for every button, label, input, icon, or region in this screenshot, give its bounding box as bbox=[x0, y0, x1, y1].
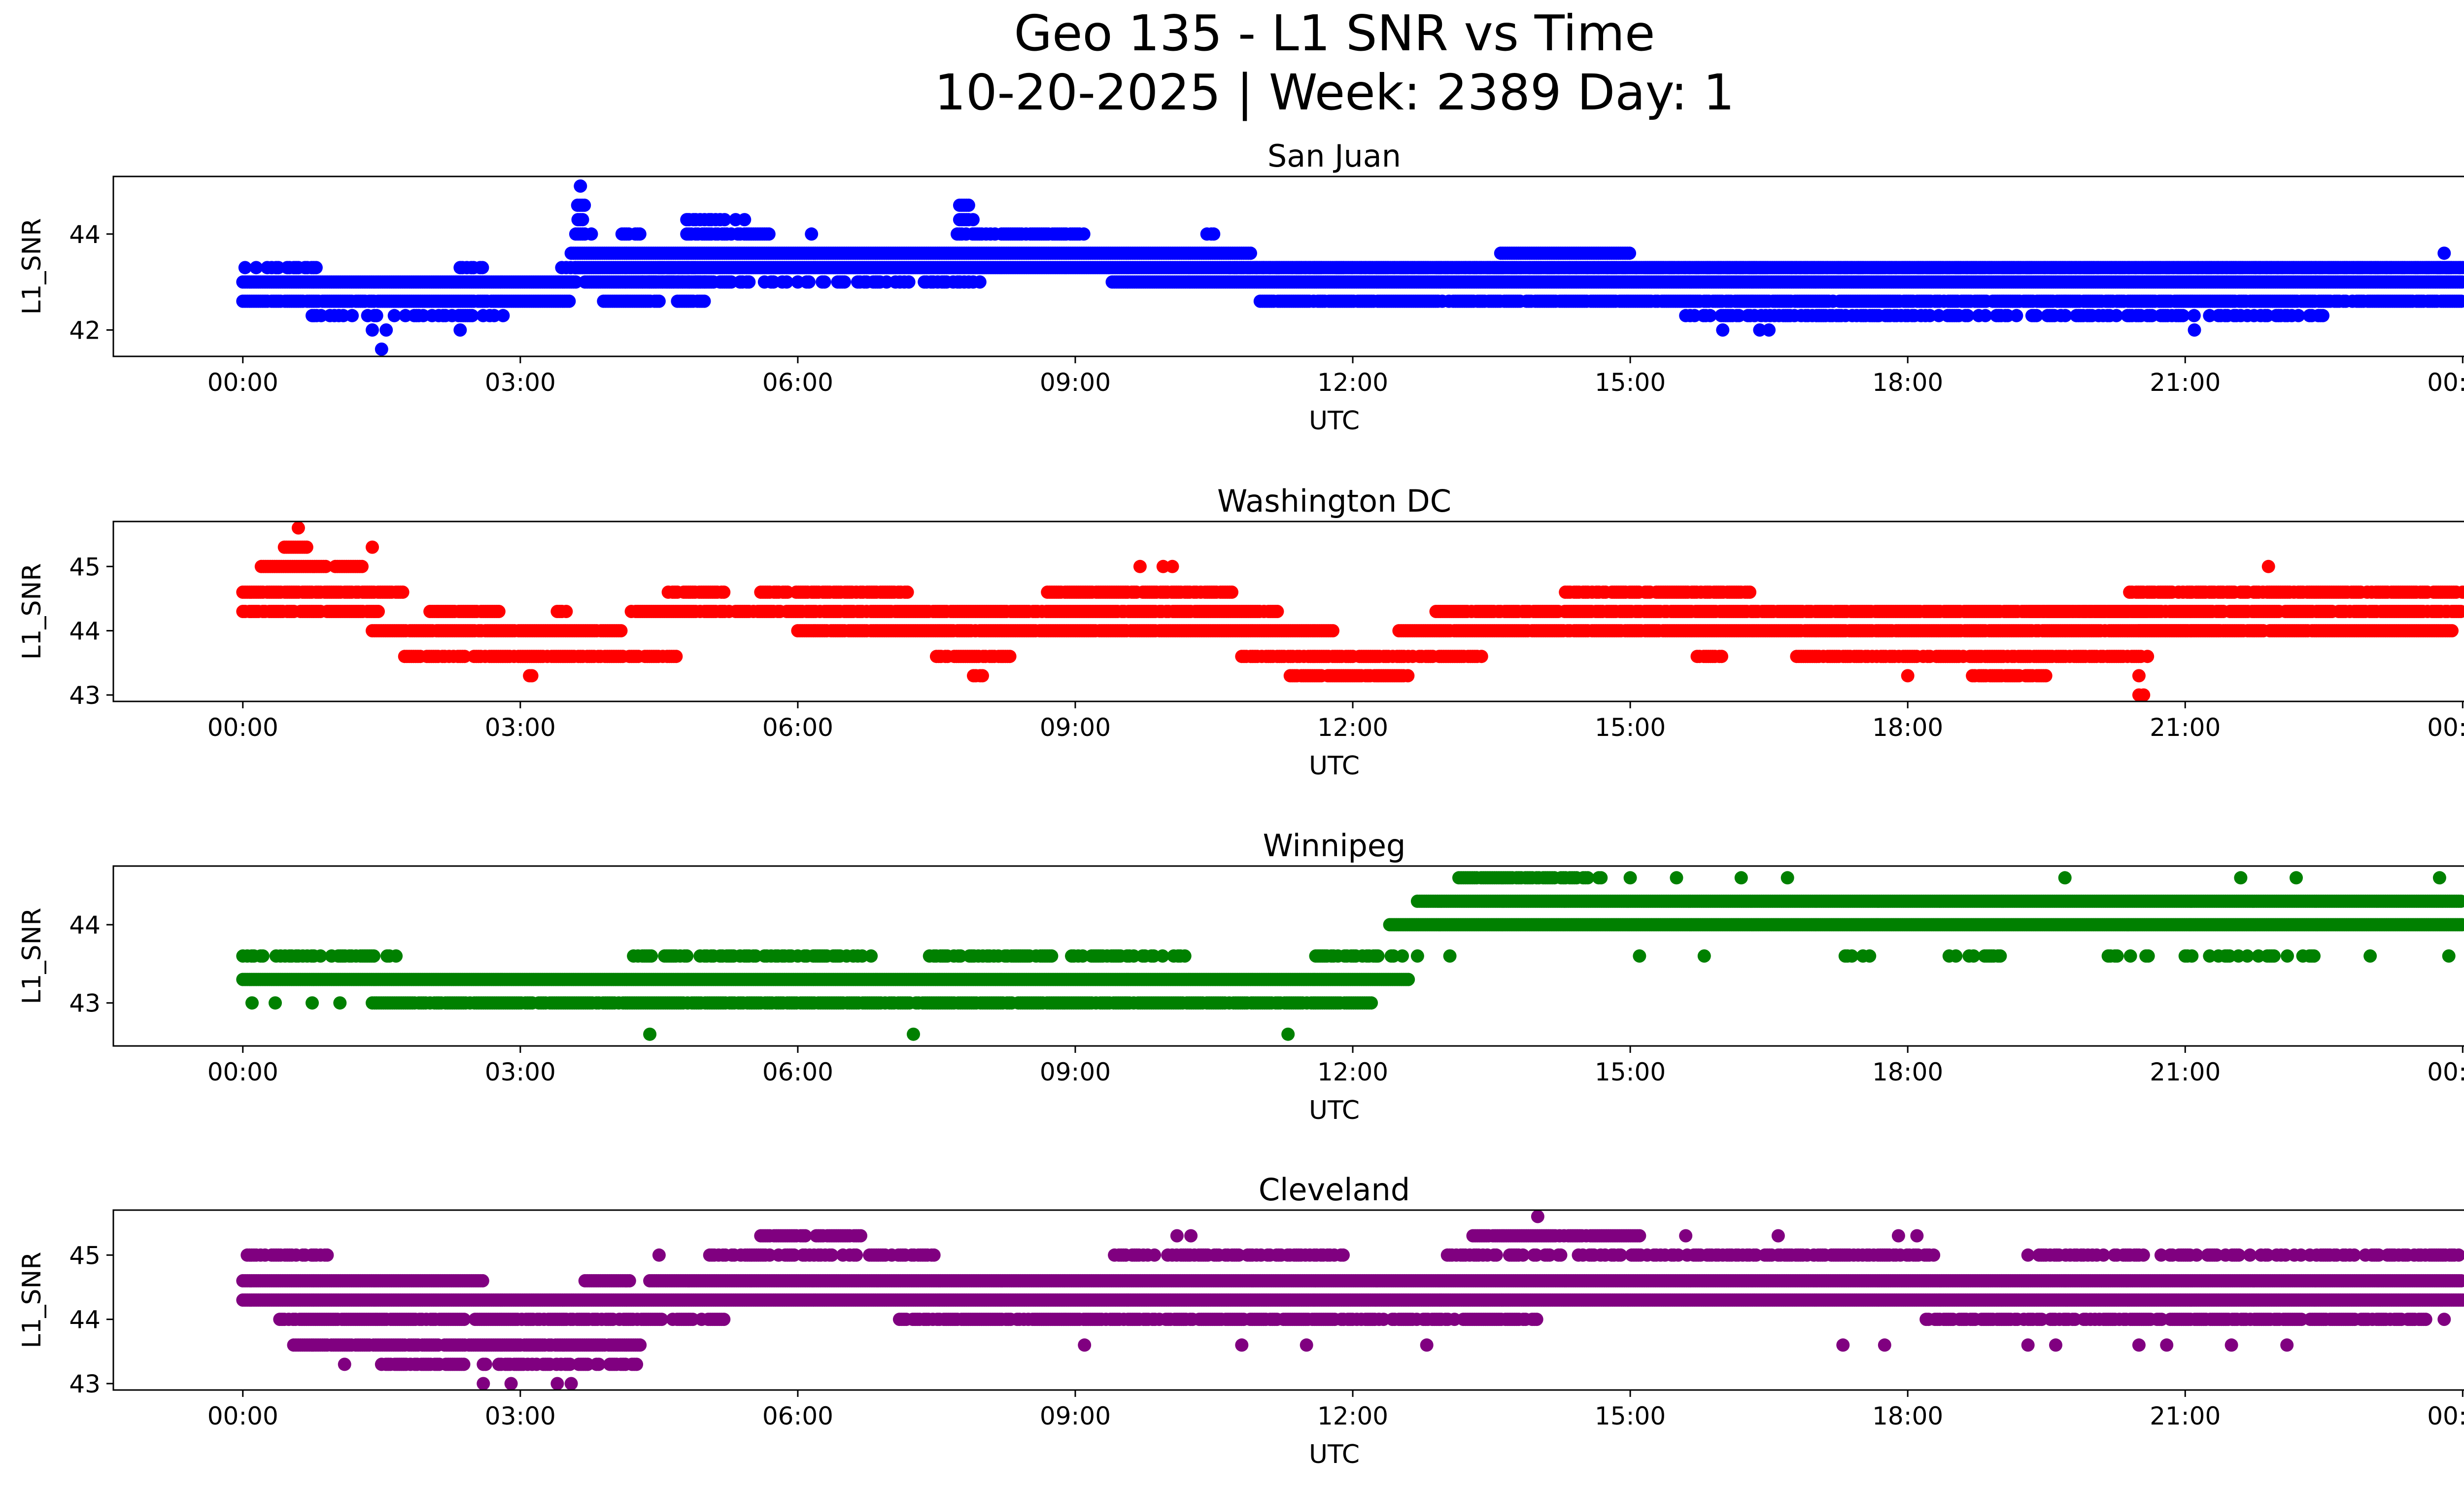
scatter-points bbox=[236, 522, 2464, 701]
axes-frame bbox=[112, 175, 2464, 357]
data-point bbox=[2110, 309, 2123, 322]
data-point bbox=[742, 275, 756, 289]
data-point bbox=[805, 227, 819, 241]
data-point bbox=[1703, 309, 1717, 322]
data-point bbox=[2456, 585, 2464, 599]
scatter-points bbox=[236, 179, 2464, 356]
data-point bbox=[973, 275, 987, 289]
data-point bbox=[697, 294, 711, 308]
data-point bbox=[1270, 605, 1284, 618]
data-point bbox=[492, 605, 506, 618]
data-point bbox=[1225, 585, 1238, 599]
data-point bbox=[2437, 246, 2451, 260]
figure-title-line2: 10-20-2025 | Week: 2389 Day: 1 bbox=[934, 64, 1734, 121]
data-point bbox=[345, 309, 359, 322]
data-point bbox=[370, 309, 383, 322]
data-point bbox=[453, 323, 467, 337]
data-point bbox=[902, 275, 916, 289]
data-point bbox=[633, 227, 647, 241]
x-tick-label: 00:00 bbox=[2427, 368, 2464, 397]
x-tick-label: 15:00 bbox=[1595, 368, 1666, 397]
data-point bbox=[2456, 261, 2464, 275]
x-tick-label: 03:00 bbox=[485, 368, 556, 397]
data-point bbox=[396, 585, 410, 599]
data-point bbox=[718, 213, 731, 227]
data-point bbox=[574, 179, 587, 193]
data-point bbox=[1077, 227, 1091, 241]
data-point bbox=[1762, 323, 1776, 337]
x-tick-label: 06:00 bbox=[762, 368, 833, 397]
data-point bbox=[496, 309, 510, 322]
data-point bbox=[559, 605, 573, 618]
data-point bbox=[1623, 246, 1637, 260]
data-point bbox=[238, 261, 252, 275]
data-point bbox=[2058, 309, 2072, 322]
x-tick-label: 21:00 bbox=[2150, 368, 2221, 397]
data-point bbox=[2010, 309, 2023, 322]
data-point bbox=[1743, 585, 1757, 599]
y-axis-label: L1_SNR bbox=[17, 218, 47, 314]
data-point bbox=[838, 275, 851, 289]
subplot-san-juan: San Juan 00:00 03:00 06:00 09:00 12:00 15:00 18… bbox=[17, 138, 2464, 436]
subplot-title: San Juan bbox=[1267, 138, 1401, 174]
data-point bbox=[1716, 323, 1730, 337]
data-point bbox=[738, 213, 752, 227]
data-point bbox=[379, 323, 393, 337]
x-tick-label: 12:00 bbox=[1317, 368, 1388, 397]
data-point bbox=[2455, 275, 2464, 289]
x-tick-label: 18:00 bbox=[1872, 368, 1943, 397]
data-point bbox=[387, 309, 401, 322]
y-tick-label: 44 bbox=[69, 220, 101, 249]
data-point bbox=[2454, 294, 2464, 308]
data-point bbox=[818, 275, 831, 289]
data-point bbox=[2316, 309, 2329, 322]
data-point bbox=[1244, 246, 1257, 260]
data-point bbox=[1979, 309, 1992, 322]
data-point bbox=[465, 309, 479, 322]
data-point bbox=[375, 342, 388, 356]
data-point bbox=[366, 323, 379, 337]
data-point bbox=[576, 213, 589, 227]
data-point bbox=[1207, 227, 1221, 241]
data-point bbox=[569, 275, 582, 289]
data-point bbox=[802, 275, 816, 289]
data-point bbox=[1961, 309, 1975, 322]
data-point bbox=[652, 294, 666, 308]
data-point bbox=[966, 213, 980, 227]
figure-title-line1: Geo 135 - L1 SNR vs Time bbox=[1014, 4, 1655, 62]
data-point bbox=[2029, 309, 2043, 322]
data-point bbox=[961, 198, 975, 212]
data-point bbox=[2188, 323, 2201, 337]
data-point bbox=[2187, 309, 2201, 322]
x-tick-label: 09:00 bbox=[1040, 368, 1111, 397]
data-point bbox=[309, 261, 323, 275]
x-axis-label: UTC bbox=[1309, 406, 1360, 436]
data-point bbox=[1326, 624, 1339, 638]
data-point bbox=[584, 227, 598, 241]
x-tick-label: 00:00 bbox=[207, 368, 278, 397]
data-point bbox=[1753, 323, 1767, 337]
y-tick-label: 42 bbox=[69, 316, 101, 345]
data-point bbox=[717, 585, 731, 599]
data-point bbox=[762, 227, 776, 241]
data-point bbox=[780, 275, 793, 289]
data-point bbox=[372, 605, 385, 618]
data-point bbox=[249, 261, 263, 275]
data-point bbox=[614, 624, 628, 638]
data-point bbox=[2292, 309, 2305, 322]
subplot-title: Washington DC bbox=[1217, 483, 1451, 519]
data-point bbox=[562, 294, 576, 308]
data-point bbox=[900, 585, 914, 599]
data-point bbox=[476, 261, 489, 275]
data-point bbox=[2176, 309, 2190, 322]
data-point bbox=[578, 198, 591, 212]
